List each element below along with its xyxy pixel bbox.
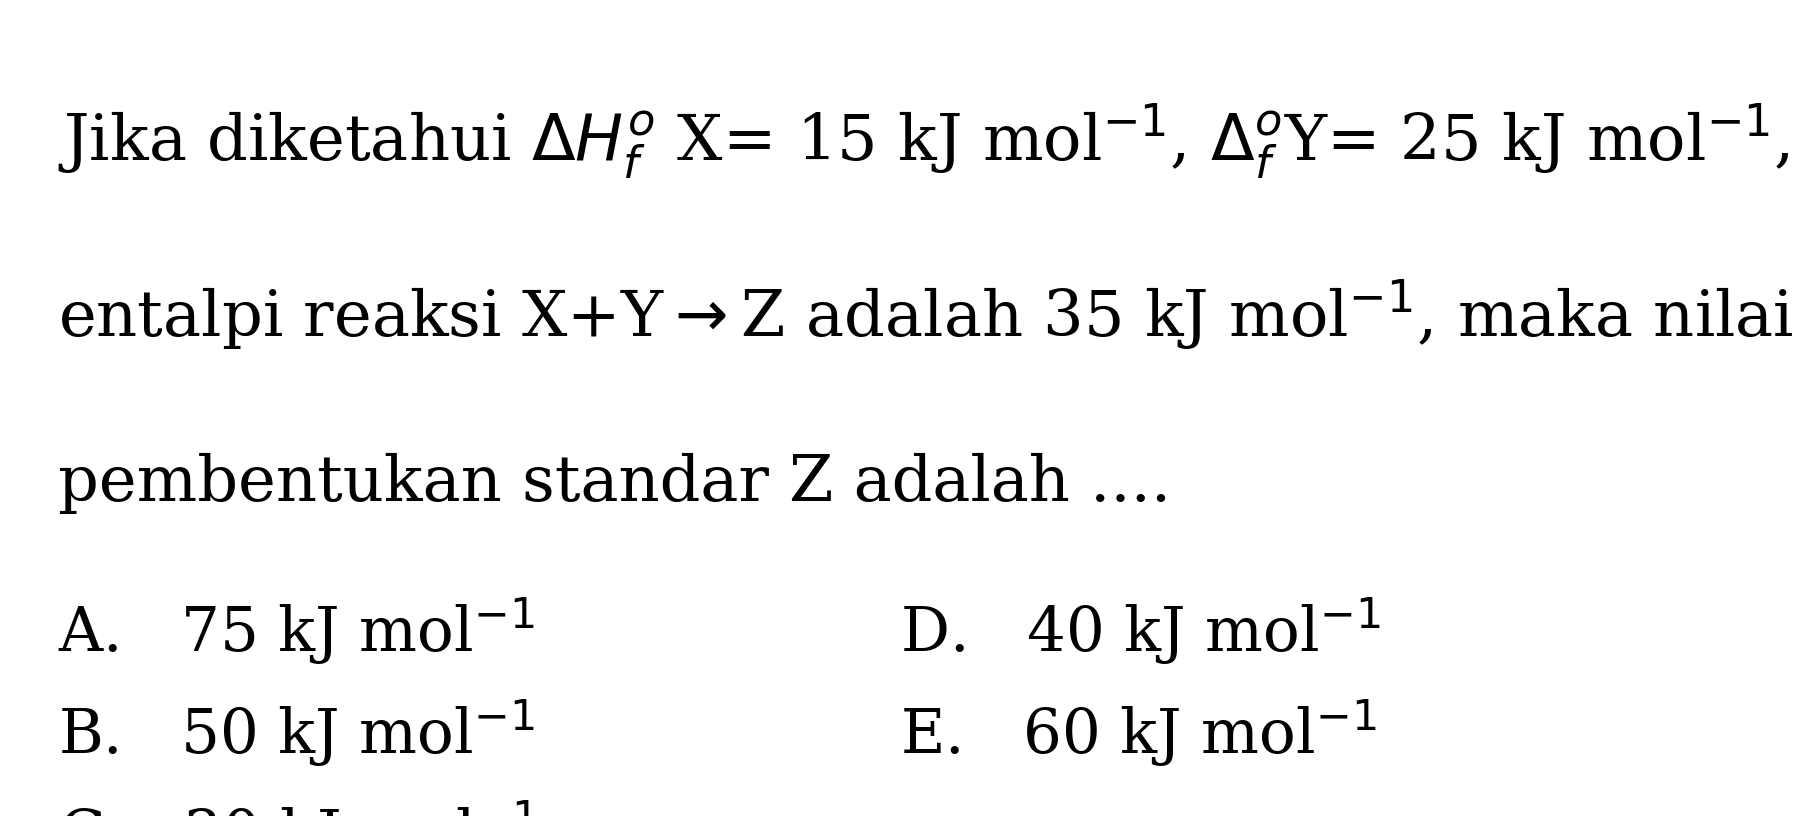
Text: E.   60 kJ mol$^{-1}$: E. 60 kJ mol$^{-1}$ bbox=[900, 698, 1377, 769]
Text: D.   40 kJ mol$^{-1}$: D. 40 kJ mol$^{-1}$ bbox=[900, 596, 1381, 667]
Text: Jika diketahui $\Delta H_f^o$ X= 15 kJ mol$^{-1}$, $\Delta_f^o$Y= 25 kJ mol$^{-1: Jika diketahui $\Delta H_f^o$ X= 15 kJ m… bbox=[58, 102, 1800, 181]
Text: B.   50 kJ mol$^{-1}$: B. 50 kJ mol$^{-1}$ bbox=[58, 698, 535, 769]
Text: entalpi reaksi X+Y$\rightarrow$Z adalah 35 kJ mol$^{-1}$, maka nilai entalpi: entalpi reaksi X+Y$\rightarrow$Z adalah … bbox=[58, 277, 1800, 352]
Text: pembentukan standar Z adalah ....: pembentukan standar Z adalah .... bbox=[58, 453, 1170, 514]
Text: C.   30 kJ mol$^{-1}$: C. 30 kJ mol$^{-1}$ bbox=[58, 798, 536, 816]
Text: A.   75 kJ mol$^{-1}$: A. 75 kJ mol$^{-1}$ bbox=[58, 596, 535, 667]
